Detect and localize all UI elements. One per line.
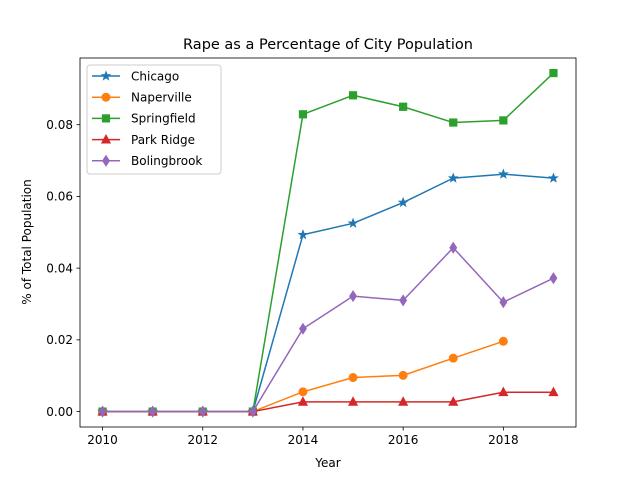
data-point xyxy=(348,373,358,383)
legend-item: Chicago xyxy=(92,69,179,83)
data-point xyxy=(297,396,309,406)
legend: Chicago Naperville Springfield Park Ridge Bo… xyxy=(86,64,222,175)
legend-label: Park Ridge xyxy=(131,133,195,147)
data-point xyxy=(399,102,408,111)
x-tick-label: 2018 xyxy=(488,433,519,447)
legend-marker xyxy=(100,133,112,144)
data-point xyxy=(448,396,459,406)
x-tick-label: 2012 xyxy=(187,433,218,447)
legend-label: Naperville xyxy=(131,91,192,105)
series-line xyxy=(102,246,554,413)
legend-label: Chicago xyxy=(131,69,179,83)
legend-item: Bolingbrook xyxy=(92,154,202,168)
data-point xyxy=(499,296,508,309)
data-point xyxy=(398,370,408,380)
x-axis-label: Year xyxy=(314,456,340,470)
x-axis-ticks: 2010 2012 2014 2016 2018 xyxy=(87,427,519,447)
y-tick-label: 0.00 xyxy=(46,405,73,419)
legend-marker xyxy=(102,154,110,167)
y-axis-ticks: 0.00 0.02 0.04 0.06 0.08 xyxy=(46,118,80,419)
data-point xyxy=(399,294,408,307)
x-tick-label: 2016 xyxy=(388,433,419,447)
data-point xyxy=(397,196,409,208)
data-point xyxy=(447,172,459,183)
y-tick-label: 0.06 xyxy=(46,190,73,204)
y-tick-label: 0.04 xyxy=(46,261,73,275)
legend-item: Naperville xyxy=(92,91,192,105)
legend-marker xyxy=(101,114,111,123)
data-point xyxy=(448,353,458,363)
data-point xyxy=(198,405,207,418)
legend-item: Park Ridge xyxy=(92,133,195,147)
data-point xyxy=(449,241,458,254)
y-axis-label: % of Total Population xyxy=(20,179,34,304)
y-tick-label: 0.02 xyxy=(46,333,73,347)
data-point xyxy=(348,91,358,100)
legend-label: Springfield xyxy=(131,112,196,126)
data-point xyxy=(549,272,558,285)
data-point xyxy=(548,386,559,397)
plot-frame xyxy=(79,57,577,428)
chart-title: Rape as a Percentage of City Population xyxy=(183,37,473,53)
legend-box xyxy=(86,64,222,175)
legend-label: Bolingbrook xyxy=(131,154,202,168)
x-tick-label: 2010 xyxy=(87,433,118,447)
legend-item: Springfield xyxy=(92,112,196,126)
data-point xyxy=(498,336,508,346)
x-tick-label: 2014 xyxy=(288,433,319,447)
data-point xyxy=(98,405,107,418)
data-point xyxy=(297,229,309,240)
y-tick-label: 0.08 xyxy=(46,118,73,132)
data-point xyxy=(349,290,358,303)
legend-marker xyxy=(100,70,112,81)
legend-marker xyxy=(101,92,111,102)
data-point xyxy=(398,396,409,406)
series-bolingbrook xyxy=(98,241,558,418)
data-point xyxy=(347,217,359,228)
data-point xyxy=(548,172,559,183)
data-point xyxy=(248,405,257,418)
data-point xyxy=(497,168,509,179)
data-point xyxy=(499,116,508,125)
series-layer xyxy=(97,68,559,418)
data-point xyxy=(549,68,558,78)
data-point xyxy=(449,118,458,127)
data-point xyxy=(298,387,308,397)
data-point xyxy=(498,386,509,397)
data-point xyxy=(298,322,307,335)
data-point xyxy=(148,405,157,418)
data-point xyxy=(347,396,359,406)
data-point xyxy=(298,110,308,119)
